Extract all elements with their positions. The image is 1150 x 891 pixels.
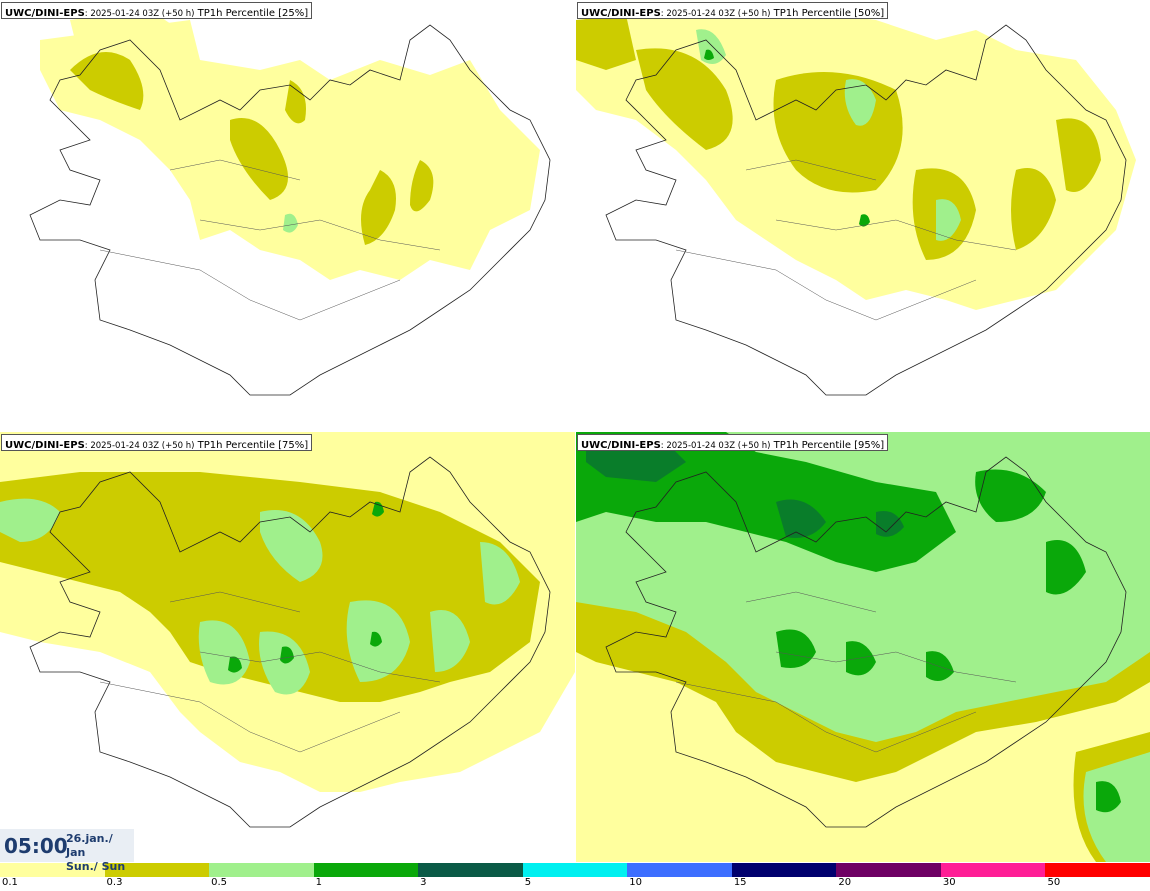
precip-field-0.5: [936, 199, 961, 241]
legend-swatch: [627, 863, 732, 877]
run-info: : 2025-01-24 03Z (+50 h): [660, 441, 771, 451]
legend-tick-label: 3: [420, 877, 427, 888]
precip-field-1: [1096, 781, 1121, 813]
color-legend: 0.1 0.3 0.5 1 3 5 10 15 20 30 50: [0, 863, 1150, 891]
coastline: [605, 24, 1127, 396]
legend-swatch: [522, 863, 628, 877]
precip-field-3: [876, 511, 904, 537]
panel-title: UWC/DINI-EPS: 2025-01-24 03Z (+50 h) TP1…: [1, 434, 313, 451]
map-panel-p75: UWC/DINI-EPS: 2025-01-24 03Z (+50 h) TP1…: [0, 432, 575, 862]
valid-date-line1: 26.jan./ Jan: [66, 832, 113, 859]
model-name: UWC/DINI-EPS: [581, 8, 661, 19]
precip-field-0.3: [1056, 118, 1101, 192]
legend-tick-label: 15: [733, 877, 747, 888]
coastline: [29, 24, 551, 396]
legend-tick-label: 0.3: [106, 877, 123, 888]
model-name: UWC/DINI-EPS: [581, 440, 661, 451]
road-network: [99, 591, 441, 753]
coastline: [29, 456, 551, 828]
precip-field-1: [280, 646, 294, 664]
precip-field-0.3: [361, 170, 396, 245]
legend-swatch: [313, 863, 419, 877]
parameter-label: TP1h Percentile [25%]: [194, 8, 309, 19]
precip-map: [29, 10, 551, 396]
parameter-label: TP1h Percentile [50%]: [770, 8, 885, 19]
legend-tick-label: 0.1: [2, 877, 18, 888]
model-name: UWC/DINI-EPS: [5, 8, 85, 19]
panel-divider: [575, 0, 576, 862]
precip-field-1: [1046, 540, 1086, 595]
precip-map: [576, 432, 1150, 862]
precip-field-0.1: [40, 20, 540, 280]
legend-tick-label: 50: [1047, 877, 1061, 888]
precip-field-0.5: [0, 498, 60, 542]
valid-date-line2: Sun./ Sun: [66, 860, 126, 873]
parameter-label: TP1h Percentile [95%]: [770, 440, 885, 451]
precip-field-0.5: [696, 29, 726, 65]
precip-field-1: [859, 214, 870, 227]
precip-field-0.3: [230, 118, 288, 200]
legend-tick-label: 20: [838, 877, 852, 888]
panel-title: UWC/DINI-EPS: 2025-01-24 03Z (+50 h) TP1…: [577, 2, 889, 19]
run-info: : 2025-01-24 03Z (+50 h): [660, 9, 771, 19]
panel-title: UWC/DINI-EPS: 2025-01-24 03Z (+50 h) TP1…: [577, 434, 889, 451]
legend-swatch: [731, 863, 837, 877]
legend-bar: [0, 863, 1150, 877]
precip-field-1: [370, 631, 382, 647]
valid-time-box: 05:00 26.jan./ Jan Sun./ Sun: [0, 829, 134, 873]
valid-time: 05:00: [4, 834, 68, 858]
legend-tick-label: 10: [629, 877, 642, 888]
run-info: : 2025-01-24 03Z (+50 h): [84, 441, 195, 451]
legend-tick-label: 5: [524, 877, 532, 888]
map-panel-p95: UWC/DINI-EPS: 2025-01-24 03Z (+50 h) TP1…: [576, 432, 1150, 862]
road-network: [675, 159, 1017, 321]
valid-date: 26.jan./ Jan Sun./ Sun: [66, 832, 134, 874]
precip-field-0.5: [430, 610, 470, 672]
precip-field-0.5: [260, 510, 323, 582]
precip-field-1: [975, 469, 1046, 522]
model-name: UWC/DINI-EPS: [5, 440, 85, 451]
legend-swatch: [940, 863, 1046, 877]
legend-swatch: [0, 863, 105, 877]
road-network: [675, 591, 1017, 753]
precip-field-1: [846, 641, 876, 676]
precip-field-0.3: [636, 48, 733, 151]
precip-field-0.3: [576, 15, 636, 70]
legend-swatch: [104, 863, 210, 877]
precip-field-0.3: [285, 80, 306, 124]
precip-field-0.5: [283, 213, 298, 233]
legend-swatch: [1045, 863, 1150, 877]
legend-swatch: [209, 863, 314, 877]
precip-field-0.3: [70, 52, 144, 110]
precip-field-3: [776, 499, 826, 538]
parameter-label: TP1h Percentile [75%]: [194, 440, 309, 451]
precip-field-3: [586, 442, 686, 482]
precip-field-1: [704, 49, 714, 60]
precip-field-1: [926, 651, 954, 681]
legend-tick-label: 30: [942, 877, 956, 888]
precip-field-0.3: [1011, 168, 1056, 250]
precip-field-1: [776, 629, 816, 668]
legend-tick-label: 0.5: [211, 877, 227, 888]
coastline: [605, 456, 1127, 828]
precip-field-0.5: [844, 79, 876, 126]
legend-swatch: [418, 863, 523, 877]
precip-field-0.5: [480, 542, 520, 605]
precip-field-1: [228, 656, 242, 673]
panel-title: UWC/DINI-EPS: 2025-01-24 03Z (+50 h) TP1…: [1, 2, 313, 19]
road-network: [99, 159, 441, 321]
precip-map: [0, 432, 575, 828]
map-panel-p25: UWC/DINI-EPS: 2025-01-24 03Z (+50 h) TP1…: [0, 0, 575, 431]
map-panel-p50: UWC/DINI-EPS: 2025-01-24 03Z (+50 h) TP1…: [576, 0, 1150, 431]
run-info: : 2025-01-24 03Z (+50 h): [84, 9, 195, 19]
legend-swatch: [836, 863, 941, 877]
precip-field-0.3: [410, 160, 434, 212]
legend-tick-label: 1: [315, 877, 322, 888]
precip-map: [576, 10, 1136, 396]
